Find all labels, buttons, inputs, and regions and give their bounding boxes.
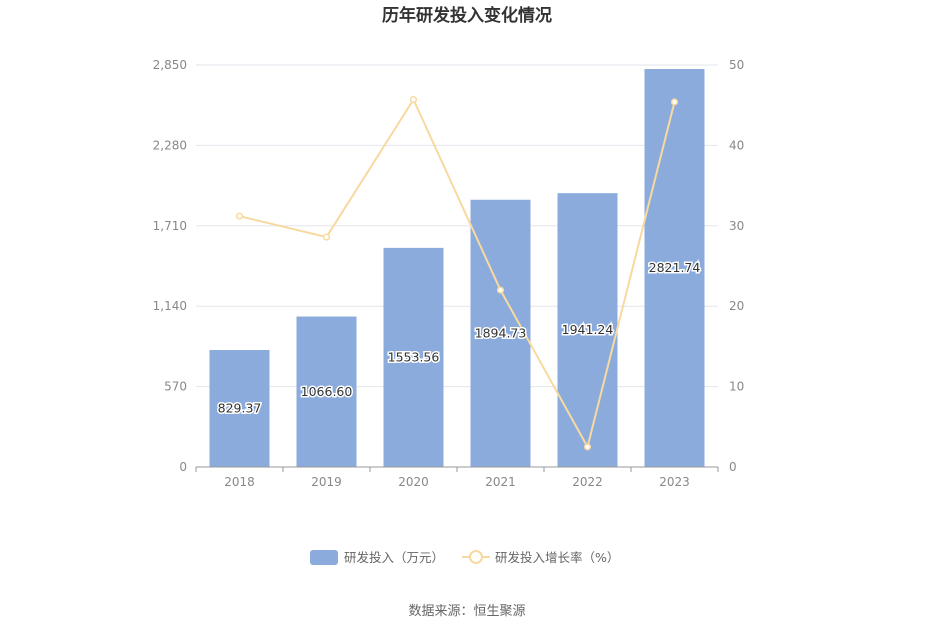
bar-data-label: 829.37 [218,401,262,416]
legend[interactable]: 研发投入（万元） 研发投入增长率（%） [310,550,619,565]
line-point [322,233,331,241]
bar-data-label: 1066.60 [301,384,353,399]
legend-swatch-bar [310,550,338,565]
legend-item-bar[interactable]: 研发投入（万元） [310,550,444,565]
bar-series [209,68,705,467]
line-point [235,212,244,220]
line-point [496,286,505,294]
legend-swatch-marker [469,550,483,564]
y-right-tick-label: 20 [729,299,744,313]
line-path [239,97,676,450]
x-axis: 2018 2019 2020 2021 2022 2023 [195,466,719,489]
y-left-tick-label: 2,850 [153,58,187,72]
y-axis-right: 0 10 20 30 40 50 [729,58,744,474]
x-tick-label: 2023 [659,475,690,489]
legend-label-line: 研发投入增长率（%） [495,550,619,565]
legend-label-bar: 研发投入（万元） [344,550,444,565]
bar-data-label: 1941.24 [562,322,614,337]
bar [209,350,270,467]
bar-data-label: 1894.73 [475,325,527,340]
y-left-tick-label: 1,140 [153,299,187,313]
bar-data-label: 2821.74 [649,260,701,275]
y-right-tick-label: 40 [729,138,744,152]
line-point [409,96,418,104]
y-right-tick-label: 0 [729,460,737,474]
x-tick-label: 2021 [485,475,516,489]
y-axis-left: 0 570 1,140 1,710 2,280 2,850 [153,58,187,474]
x-tick-label: 2020 [398,475,429,489]
gridlines [196,64,718,388]
x-tick-label: 2022 [572,475,603,489]
y-right-tick-label: 10 [729,380,744,394]
y-right-tick-label: 50 [729,58,744,72]
bar-data-labels: 829.37 1066.60 1553.56 1894.73 1941.24 2821.7… [216,258,702,417]
bar-data-label: 1553.56 [388,349,440,364]
line-point [583,443,592,451]
line-series [235,96,679,451]
bar [557,193,618,467]
x-tick-label: 2019 [311,475,342,489]
y-left-tick-label: 2,280 [153,138,187,152]
y-left-tick-label: 570 [164,380,187,394]
chart-title: 历年研发投入变化情况 [382,5,552,26]
y-left-tick-label: 1,710 [153,219,187,233]
bar [383,247,444,467]
data-source: 数据来源：恒生聚源 [408,604,525,619]
bar [644,68,705,467]
line-point [670,98,679,106]
bar [296,316,357,467]
y-left-tick-label: 0 [179,460,187,474]
y-right-tick-label: 30 [729,219,744,233]
legend-item-line[interactable]: 研发投入增长率（%） [462,550,619,565]
x-tick-label: 2018 [224,475,255,489]
